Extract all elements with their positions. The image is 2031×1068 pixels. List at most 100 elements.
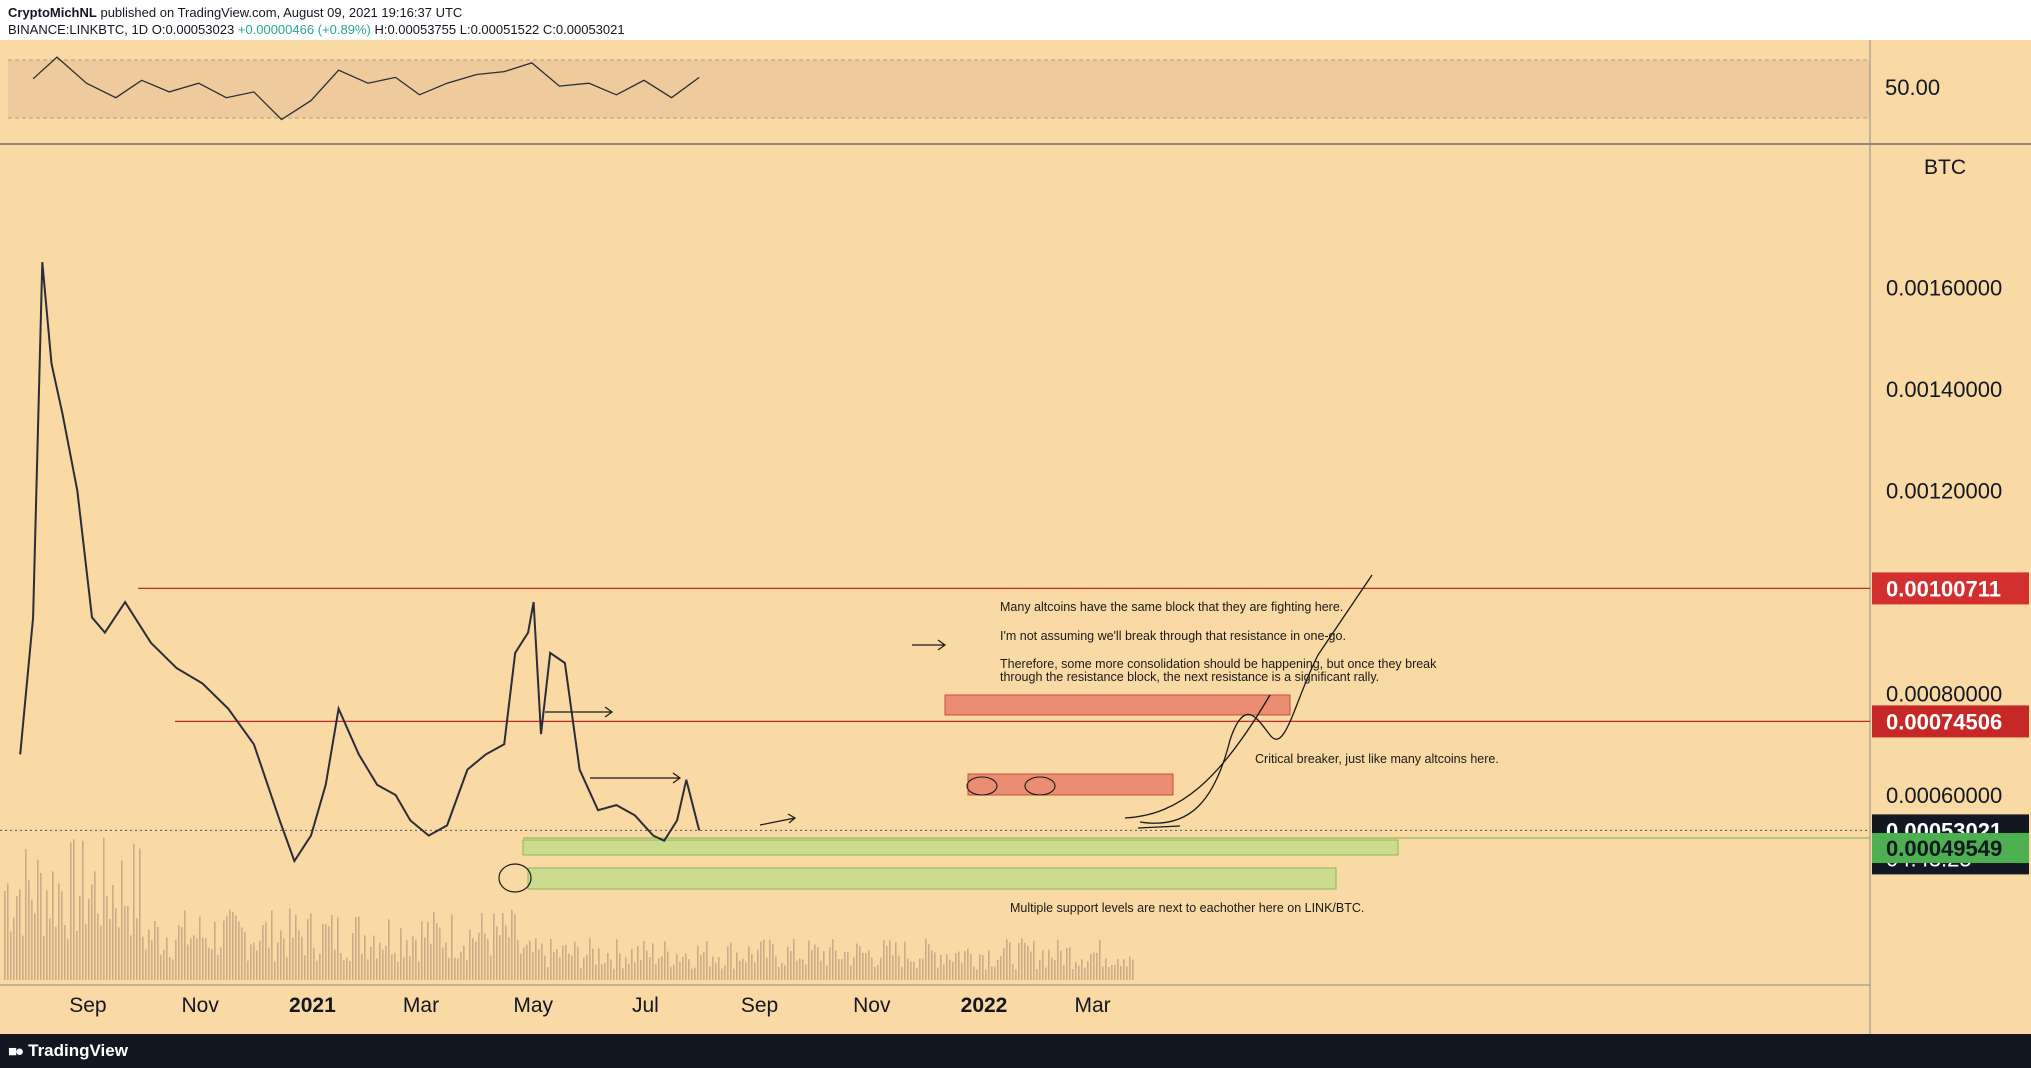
volume-bar [1102,966,1104,980]
volume-bar [559,957,561,980]
volume-bar [130,935,132,980]
volume-bar [1084,967,1086,980]
symbol-label[interactable]: BINANCE:LINKBTC, 1D [8,22,149,37]
volume-bar [679,961,681,980]
footer-bar: ■● TradingView [0,1034,2031,1068]
support-zone-lower[interactable] [527,867,1337,890]
volume-bar [118,927,120,980]
volume-bar [883,940,885,980]
volume-bar [127,906,129,980]
volume-bar [916,967,918,980]
volume-bar [205,938,207,980]
annotation-arrow-may [912,639,947,651]
volume-bar [460,951,462,980]
volume-bar [805,964,807,980]
tradingview-logo[interactable]: ■● TradingView [8,1041,128,1061]
price-label-support[interactable] [1872,833,2029,863]
time-tick-label: Nov [182,994,220,1017]
price-label-resistance-mid[interactable] [1872,705,2029,738]
volume-bar [40,873,42,980]
volume-bar [178,925,180,980]
volume-bar [745,962,747,980]
volume-bar [187,944,189,980]
volume-bar [742,958,744,980]
volume-bar [568,953,570,980]
volume-bar [469,929,471,980]
volume-bar [172,959,174,980]
volume-bar [1057,939,1059,980]
volume-bar [52,871,54,980]
volume-bar [1024,942,1026,980]
volume-bar [430,943,432,980]
time-tick-label: Mar [403,994,439,1017]
volume-bar [421,921,423,980]
volume-bar [649,957,651,980]
volume-bar [307,919,309,980]
volume-bar [625,957,627,980]
volume-bar [784,965,786,980]
volume-bar [208,947,210,980]
volume-bar [25,849,27,980]
volume-bar [1093,952,1095,980]
volume-bar [1114,964,1116,980]
volume-bar [715,962,717,980]
price-tick-label: 0.00120000 [1886,479,2002,504]
volume-bar [265,922,267,980]
volume-bar [103,837,105,980]
volume-bar [445,942,447,980]
volume-bar [106,895,108,980]
volume-bar [760,941,762,980]
volume-bar [109,918,111,980]
volume-bar [133,844,135,980]
volume-bar [601,964,603,980]
price-label-support-text: 0.00049549 [1886,836,2002,861]
volume-bar [871,957,873,980]
volume-bar [169,957,171,980]
price-tick-label: 0.00060000 [1886,783,2002,808]
volume-bar [655,963,657,980]
volume-bar [634,962,636,980]
resistance-block-upper[interactable] [944,694,1291,716]
volume-bar [700,955,702,980]
support-zone-upper[interactable] [522,839,1399,856]
volume-bar [376,958,378,980]
volume-bar [157,926,159,980]
volume-bar [331,915,333,980]
volume-bar [724,965,726,980]
volume-bar [709,966,711,980]
volume-bar [319,953,321,980]
volume-bar [241,927,243,980]
volume-bar [388,919,390,980]
volume-bar [199,916,201,980]
volume-bar [124,906,126,980]
volume-bar [847,951,849,980]
volume-bar [535,938,537,980]
volume-bar [856,943,858,980]
publisher-name[interactable]: CryptoMichNL [8,5,97,20]
volume-bar [277,942,279,980]
volume-bar [757,949,759,980]
volume-bar [439,927,441,980]
price-axis-ticks[interactable]: 0.00160000 0.00140000 0.00120000 0.00080000… [1886,276,2002,809]
time-axis-ticks[interactable]: Sep Nov 2021 Mar May Jul Sep Nov 2022 Mar [69,994,1110,1017]
volume-bar [313,947,315,980]
volume-bar [1081,959,1083,980]
projection-path-main [1139,574,1373,824]
price-label-resistance-top[interactable] [1872,572,2029,605]
volume-bar [397,962,399,980]
volume-bar [1129,956,1131,980]
volume-bar [391,954,393,980]
volume-bar [280,930,282,980]
volume-bar [136,918,138,980]
publish-info: CryptoMichNL published on TradingView.co… [8,5,462,20]
resistance-block-lower[interactable] [967,773,1174,796]
volume-bar [1120,966,1122,980]
volume-bar [1108,966,1110,980]
volume-bar [1072,969,1074,980]
volume-bar [781,962,783,980]
volume-bar [505,925,507,980]
volume-bar [562,945,564,980]
brand-name: TradingView [28,1041,128,1060]
volume-bar [1009,942,1011,980]
